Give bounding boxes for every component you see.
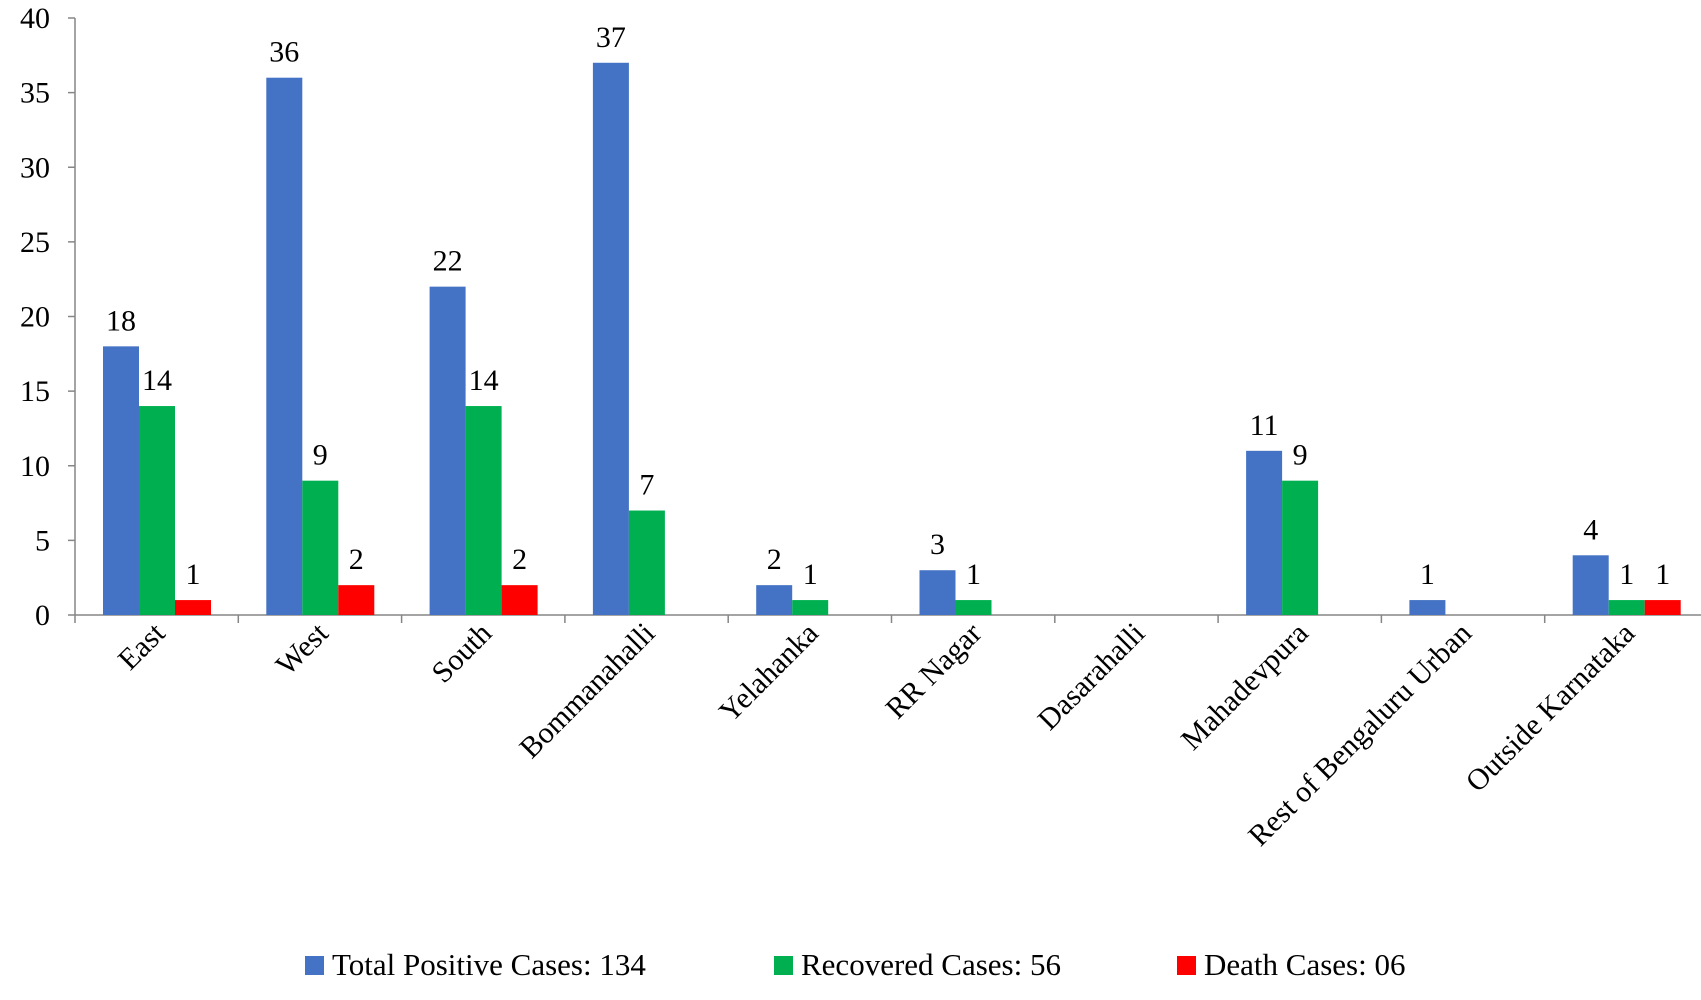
- y-tick-label: 20: [20, 301, 50, 334]
- legend-label: Recovered Cases: 56: [801, 947, 1061, 982]
- data-label: 36: [269, 36, 299, 69]
- bar: [792, 600, 829, 615]
- x-tick-label: Bommanahalli: [513, 617, 661, 765]
- y-tick-label: 10: [20, 450, 50, 483]
- bar: [501, 585, 538, 615]
- data-label: 22: [433, 245, 463, 278]
- data-label: 4: [1583, 513, 1598, 546]
- data-label: 14: [142, 364, 172, 397]
- legend-item: Recovered Cases: 56: [774, 947, 1061, 982]
- legend-item: Total Positive Cases: 134: [305, 947, 646, 982]
- legend-swatch: [305, 956, 324, 975]
- bar: [302, 480, 339, 615]
- y-tick-label: 15: [20, 375, 50, 408]
- bar: [756, 585, 793, 615]
- x-tick-label: East: [112, 616, 172, 676]
- legend: Total Positive Cases: 134 Recovered Cases…: [305, 947, 1405, 982]
- data-label: 11: [1250, 409, 1279, 442]
- bar: [1644, 600, 1681, 615]
- bar: [1282, 480, 1319, 615]
- legend-swatch: [774, 956, 793, 975]
- data-label: 1: [1619, 558, 1634, 591]
- data-label: 2: [512, 543, 527, 576]
- legend-label: Total Positive Cases: 134: [332, 947, 646, 982]
- bar: [1608, 600, 1645, 615]
- legend-item: Death Cases: 06: [1177, 947, 1405, 982]
- bar: [592, 62, 629, 615]
- data-label: 37: [596, 21, 626, 54]
- data-label: 1: [186, 558, 201, 591]
- bar: [175, 600, 211, 615]
- y-axis: 0 5 10 15 20 25 30 35 40: [20, 2, 76, 632]
- x-tick-label: RR Nagar: [879, 617, 988, 726]
- bar: [266, 77, 303, 615]
- y-tick-label: 5: [35, 524, 50, 557]
- bar: [429, 286, 466, 615]
- data-label: 1: [1655, 558, 1670, 591]
- x-tick-label: Yelahanka: [713, 617, 825, 729]
- x-tick-label: Dasarahalli: [1031, 617, 1151, 737]
- bar: [628, 510, 665, 615]
- bar: [465, 406, 502, 615]
- bar: [919, 570, 956, 615]
- y-tick-label: 0: [35, 599, 50, 632]
- legend-label: Death Cases: 06: [1204, 947, 1405, 982]
- x-tick-label: Mahadevpura: [1175, 617, 1315, 757]
- data-label: 3: [930, 528, 945, 561]
- y-tick-label: 40: [20, 2, 50, 35]
- data-label: 2: [767, 543, 782, 576]
- data-label: 14: [469, 364, 499, 397]
- legend-swatch: [1177, 956, 1196, 975]
- data-label: 7: [639, 469, 654, 502]
- data-label: 2: [349, 543, 364, 576]
- x-tick-label: Outside Karnataka: [1460, 617, 1642, 799]
- bar: [1246, 450, 1283, 615]
- data-label: 9: [1293, 439, 1308, 472]
- bar: [103, 346, 139, 615]
- y-tick-label: 35: [20, 77, 50, 110]
- x-tick-label: West: [270, 616, 336, 682]
- data-label: 9: [313, 439, 328, 472]
- x-tick-label: South: [425, 617, 498, 690]
- data-label: 1: [803, 558, 818, 591]
- bar: [955, 600, 992, 615]
- y-tick-label: 30: [20, 151, 50, 184]
- bars: [103, 62, 1681, 615]
- x-axis: East West South Bommanahalli Yelahanka RR Nag…: [74, 614, 1701, 853]
- data-label: 1: [966, 558, 981, 591]
- y-tick-label: 25: [20, 226, 50, 259]
- bar: [139, 406, 175, 615]
- data-label: 18: [106, 304, 136, 337]
- bar: [1409, 600, 1446, 615]
- data-label: 1: [1420, 558, 1435, 591]
- bar: [338, 585, 375, 615]
- bar: [1572, 555, 1609, 615]
